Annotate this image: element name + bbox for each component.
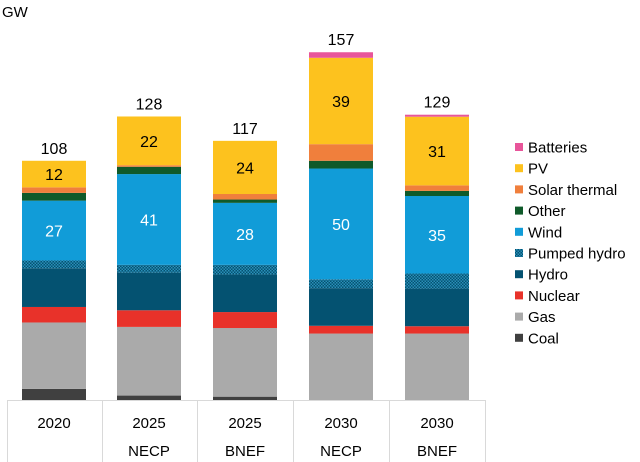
bar-segment-solar-thermal: [405, 185, 469, 191]
bar-segment-coal: [22, 388, 86, 400]
x-tick-sublabel: NECP: [128, 443, 170, 460]
bar-segment-hydro: [117, 272, 181, 311]
legend-swatch: [515, 291, 523, 300]
bar-segment-other: [405, 190, 469, 196]
bar-segment-wind: [213, 202, 277, 265]
bar-segment-wind: [309, 168, 373, 280]
bar-segment-pv: [22, 160, 86, 188]
legend-swatch: [515, 270, 523, 279]
legend-swatch: [515, 206, 523, 215]
bar-segment-pumped-hydro: [213, 264, 277, 275]
x-tick-label: 2030: [324, 415, 357, 432]
y-axis-label: GW: [2, 4, 29, 21]
bar-segment-other: [117, 166, 181, 175]
bar-segment-other: [22, 192, 86, 201]
legend-label: Solar thermal: [528, 182, 617, 199]
legend-label: Pumped hydro: [528, 246, 626, 263]
x-tick-sublabel: NECP: [320, 443, 362, 460]
bar-segment-hydro: [22, 268, 86, 307]
bar-segment-nuclear: [22, 306, 86, 323]
legend-swatch: [515, 227, 523, 236]
bar-segment-hydro: [213, 274, 277, 313]
legend-swatch: [515, 333, 523, 342]
segment-value-label: 24: [236, 160, 254, 177]
legend-swatch: [515, 249, 523, 257]
bar-segment-nuclear: [117, 310, 181, 327]
bar-segment-nuclear: [213, 312, 277, 329]
segment-value-label: 41: [140, 212, 158, 229]
legend-label: Wind: [528, 224, 562, 241]
bar-segment-pv: [117, 116, 181, 166]
segment-value-label: 22: [140, 134, 158, 151]
bar-segment-nuclear: [405, 326, 469, 334]
bar-segment-gas: [213, 328, 277, 397]
bar-segment-batteries: [405, 114, 469, 117]
bar-segment-nuclear: [309, 325, 373, 334]
bar-segment-hydro: [405, 288, 469, 327]
bar-segment-other: [309, 160, 373, 169]
legend-swatch: [515, 143, 523, 151]
bar-segment-gas: [22, 322, 86, 389]
segment-value-label: 31: [428, 144, 446, 161]
bar-segment-pv: [405, 116, 469, 186]
bar-segment-coal: [213, 396, 277, 400]
segment-value-label: 35: [428, 228, 446, 245]
segment-value-label: 39: [332, 94, 350, 111]
legend-label: Gas: [528, 309, 556, 326]
x-tick-sublabel: BNEF: [417, 443, 457, 460]
legend-swatch: [515, 164, 523, 173]
bar-total-label: 157: [328, 32, 355, 49]
bar-segment-solar-thermal: [22, 187, 86, 193]
segment-value-label: 28: [236, 227, 254, 244]
bar-total-label: 128: [136, 96, 163, 113]
x-tick-label: 2030: [420, 415, 453, 432]
segment-value-label: 50: [332, 217, 350, 234]
x-tick-label: 2020: [37, 415, 70, 432]
bar-segment-coal: [117, 395, 181, 400]
bar-segment-gas: [117, 326, 181, 396]
bar-segment-other: [213, 199, 277, 203]
x-tick-label: 2025: [132, 415, 165, 432]
bar-segment-pumped-hydro: [22, 260, 86, 269]
bar-segment-gas: [405, 333, 469, 400]
bar-segment-wind: [117, 174, 181, 265]
bar-segment-solar-thermal: [213, 194, 277, 200]
bar-total-label: 129: [424, 95, 451, 112]
legend-label: Batteries: [528, 140, 587, 157]
bar-segment-gas: [309, 333, 373, 400]
bar-segment-pumped-hydro: [117, 264, 181, 273]
bar-segment-wind: [22, 200, 86, 261]
legend-label: Nuclear: [528, 288, 580, 305]
bar-segment-batteries: [309, 52, 373, 58]
bar-segment-wind: [405, 195, 469, 274]
bar-total-label: 117: [232, 121, 258, 138]
x-tick-label: 2025: [228, 415, 261, 432]
bar-segment-pumped-hydro: [405, 273, 469, 289]
legend-label: Coal: [528, 330, 559, 347]
bar-segment-pv: [213, 140, 277, 195]
legend-label: PV: [528, 161, 548, 178]
bar-segment-pv: [309, 57, 373, 145]
segment-value-label: 12: [45, 167, 63, 184]
legend-swatch: [515, 185, 523, 194]
segment-value-label: 27: [45, 224, 63, 241]
legend-swatch: [515, 312, 523, 321]
bar-segment-solar-thermal: [117, 165, 181, 167]
bar-segment-solar-thermal: [309, 144, 373, 161]
bar-segment-hydro: [309, 288, 373, 326]
legend-label: Hydro: [528, 267, 568, 284]
x-tick-sublabel: BNEF: [225, 443, 265, 460]
bar-total-label: 108: [41, 141, 68, 158]
bar-segment-pumped-hydro: [309, 279, 373, 289]
legend-label: Other: [528, 203, 566, 220]
